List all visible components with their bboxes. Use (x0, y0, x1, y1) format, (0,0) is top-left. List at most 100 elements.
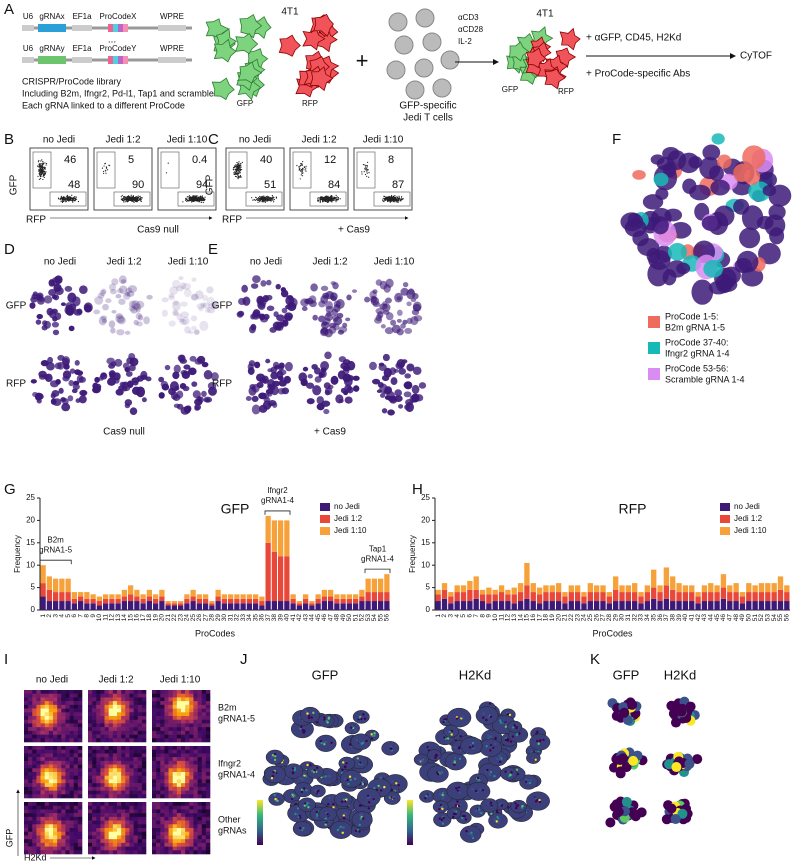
cell-dot (63, 199, 65, 201)
heat-cell (164, 708, 169, 713)
heat-cell (104, 824, 110, 829)
heat-cell (160, 697, 165, 702)
cluster (94, 296, 104, 305)
cluster (53, 283, 62, 292)
heat-cell (48, 820, 54, 825)
cluster (206, 296, 215, 306)
grna-box (38, 24, 66, 32)
heat-cell (125, 701, 130, 706)
heat-cell (28, 716, 33, 721)
heat-cell (53, 794, 58, 799)
heat-cell (201, 708, 207, 713)
heat-cell (48, 842, 54, 847)
heat-cell (197, 775, 203, 780)
heat-cell (108, 839, 114, 844)
heat-cell (40, 794, 46, 799)
cluster (64, 285, 73, 292)
heat-cell (185, 704, 190, 709)
cell-dot (38, 164, 41, 166)
heat-cell (92, 772, 97, 777)
heat-cell (100, 697, 105, 702)
bar-segment (246, 594, 252, 599)
heat-cell (77, 802, 83, 807)
heat-cell (168, 831, 174, 836)
heat-cell (181, 719, 186, 724)
heat-cell (141, 772, 147, 777)
heat-cell (160, 738, 165, 743)
heat-cell (176, 690, 182, 695)
cluster (79, 285, 88, 295)
heat-cell (92, 738, 97, 743)
heat-cell (69, 831, 75, 836)
cell-dot (336, 199, 338, 201)
heat-cell (156, 831, 161, 836)
bar-segment (178, 603, 184, 606)
heat-cell (137, 693, 143, 698)
t-cell (415, 8, 435, 28)
cluster (406, 301, 412, 307)
heat-cell (24, 693, 29, 698)
cell-dot (329, 195, 332, 197)
heat-cell (189, 842, 194, 847)
heat-cell (77, 723, 83, 728)
heat-cell (44, 760, 50, 765)
heat-cell (104, 775, 110, 780)
heat-cell (32, 730, 37, 735)
cluster (109, 288, 117, 295)
heat-cell (96, 753, 101, 758)
heat-cell (129, 809, 134, 814)
heat-cell (117, 716, 122, 721)
heat-cell (189, 727, 194, 732)
label: no Jedi (734, 502, 760, 511)
heat-cell (28, 842, 33, 847)
legend-swatch (720, 527, 730, 535)
cluster (196, 303, 205, 310)
gate (356, 151, 376, 189)
heat-cell (141, 693, 147, 698)
heat-cell (36, 772, 41, 777)
heat-cell (117, 809, 122, 814)
heat-cell (137, 704, 143, 709)
heat-cell (44, 716, 50, 721)
heat-cell (181, 730, 186, 735)
cell-dot (385, 196, 387, 199)
heat-cell (125, 719, 130, 724)
heat-cell (57, 794, 62, 799)
cluster (394, 389, 402, 397)
heat-cell (40, 701, 46, 706)
bar-segment (619, 601, 625, 610)
cell-dot (40, 164, 42, 167)
heat-cell (24, 802, 29, 807)
cell-dot (383, 195, 385, 197)
heat-cell (156, 779, 161, 784)
cell-dot (240, 164, 242, 166)
heat-cell (61, 783, 66, 788)
cell-dot (268, 196, 270, 198)
heat-cell (112, 850, 118, 855)
cluster (164, 364, 171, 371)
heat-cell (53, 693, 58, 698)
cluster (364, 296, 371, 303)
heat-cell (205, 772, 211, 777)
heat-cell (24, 820, 29, 825)
cell-dot (388, 195, 390, 198)
heat-cell (57, 730, 62, 735)
label: Including B2m, Ifngr2, Pd-l1, Tap1 and s… (22, 88, 214, 98)
label: Jedi 1:2 (301, 135, 336, 146)
heat-cell (168, 690, 174, 695)
bar-segment (682, 585, 689, 593)
cluster (180, 301, 188, 307)
cell-dot (67, 199, 70, 201)
heat-cell (164, 768, 169, 773)
heat-cell (160, 701, 165, 706)
bar-segment (562, 596, 568, 604)
heat-cell (193, 716, 198, 721)
heat-cell (53, 802, 58, 807)
heat-cell (36, 723, 41, 728)
heat-cell (205, 757, 211, 762)
heat-cell (53, 820, 58, 825)
heat-cell (189, 712, 194, 717)
cell-dot (331, 195, 333, 197)
heat-cell (185, 734, 190, 739)
heat-cell (117, 760, 122, 765)
